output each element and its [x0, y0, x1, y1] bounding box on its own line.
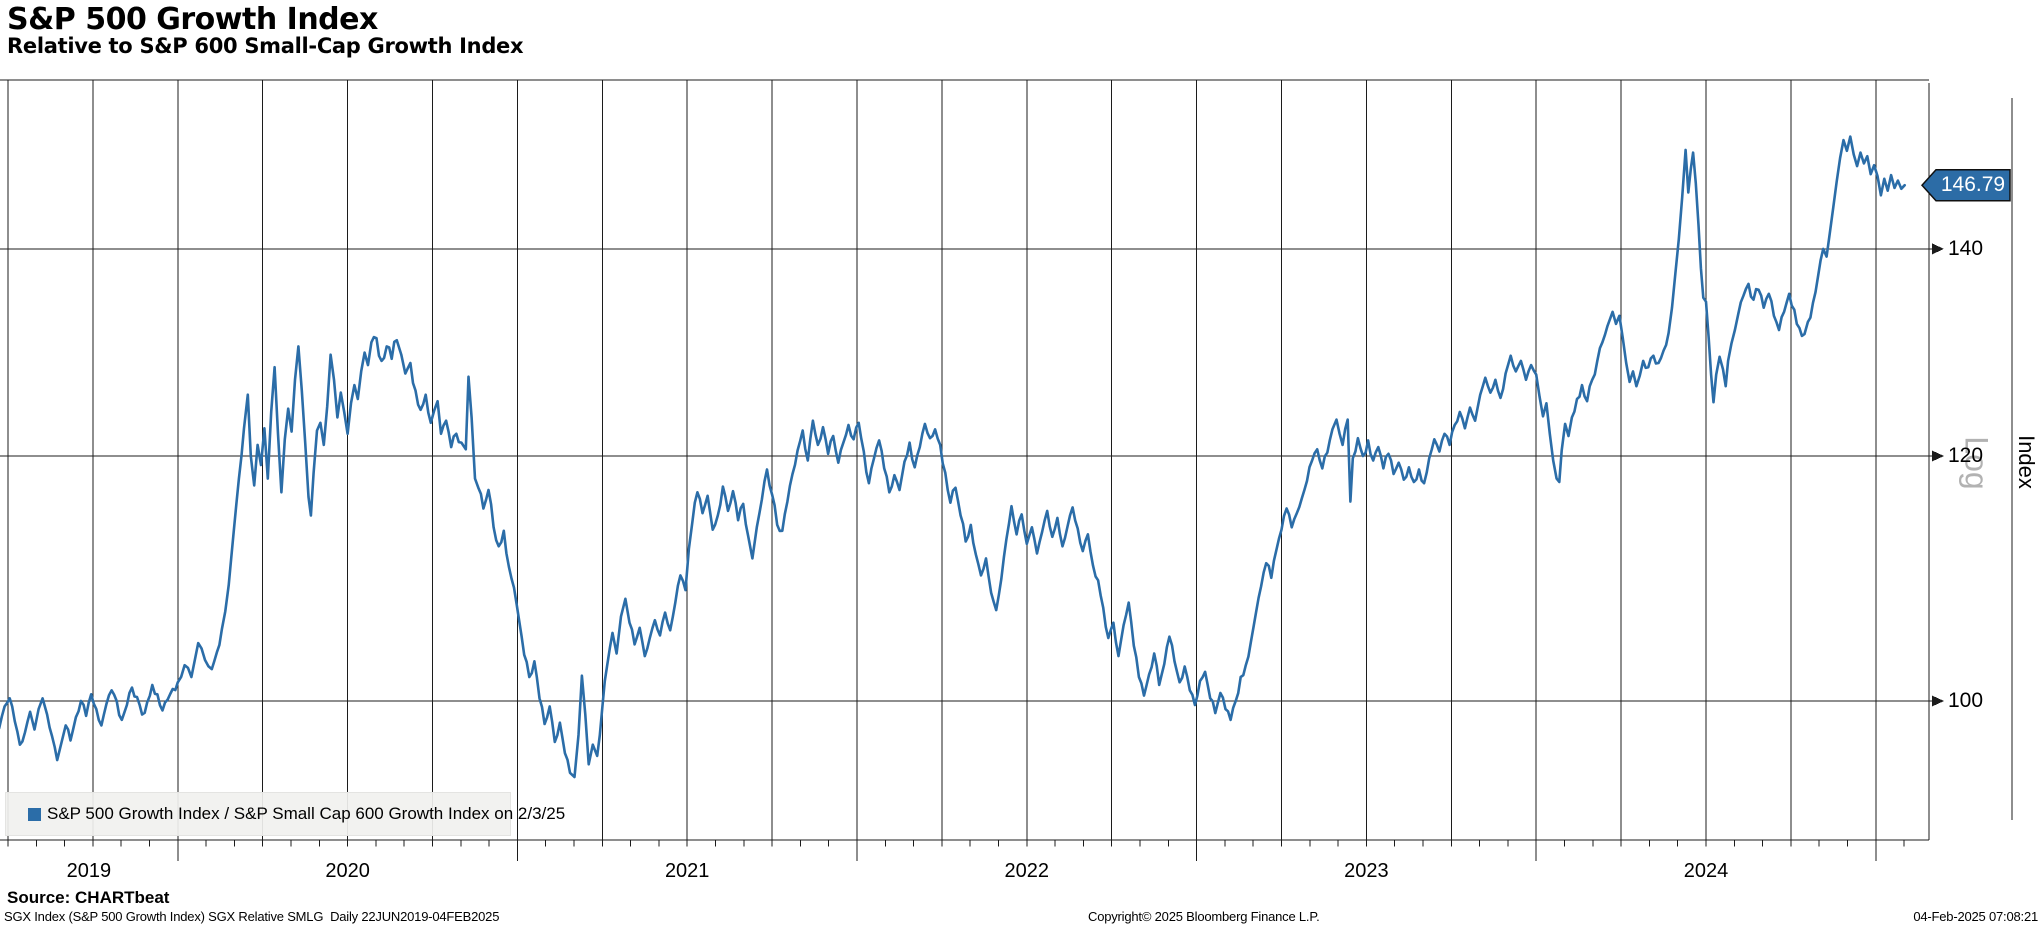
grid [0, 79, 2013, 861]
last-price-badge: 146.79 [1940, 173, 2006, 197]
legend-swatch-icon [28, 807, 41, 821]
legend-label: S&P 500 Growth Index / S&P Small Cap 600… [47, 804, 566, 823]
footer-copyright: Copyright© 2025 Bloomberg Finance L.P. [1088, 909, 1320, 924]
footer-datetime: 04-Feb-2025 07:08:21 [1913, 909, 2038, 924]
last-price-badge-shape [1920, 168, 2011, 202]
x-axis-year-label-2022: 2022 [1004, 860, 1050, 882]
page-title: S&P 500 Growth Index [7, 2, 378, 37]
series-line [0, 135, 1906, 779]
x-axis-year-label-2021: 2021 [664, 860, 710, 882]
legend-item[interactable]: S&P 500 Growth Index / S&P Small Cap 600… [5, 792, 565, 836]
page-subtitle: Relative to S&P 600 Small-Cap Growth Ind… [7, 34, 524, 58]
x-axis-year-label-2020: 2020 [325, 860, 370, 882]
y-axis-title: Index [2014, 435, 2039, 489]
x-axis-year-label-2023: 2023 [1344, 860, 1389, 882]
y-axis-tick-140: 140 [1948, 236, 1984, 260]
footer-security-line: SGX Index (S&P 500 Growth Index) SGX Rel… [4, 909, 500, 924]
x-axis-year-label-2019: 2019 [66, 860, 112, 882]
y-axis-tick-100: 100 [1948, 689, 1984, 712]
y-axis-tick-120: 120 [1948, 444, 1984, 467]
source-line: Source: CHARTbeat [7, 888, 170, 907]
x-axis-year-label-2024: 2024 [1683, 860, 1729, 882]
